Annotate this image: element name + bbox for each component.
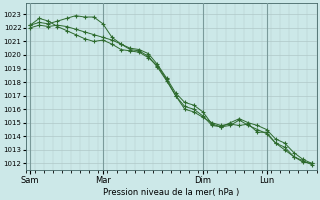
X-axis label: Pression niveau de la mer( hPa ): Pression niveau de la mer( hPa ): [103, 188, 239, 197]
